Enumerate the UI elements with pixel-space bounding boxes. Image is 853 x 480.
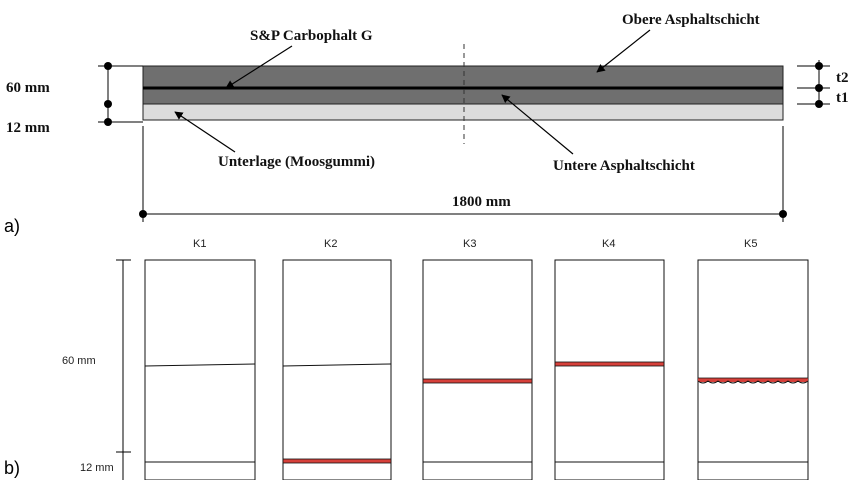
lower-layer-label: Untere Asphaltschicht [553, 158, 695, 174]
panel-b-dimension [116, 259, 131, 480]
column-k4-label: K4 [602, 238, 615, 250]
k2-reinforcement-band [282, 458, 392, 464]
panel-b-letter: b) [4, 458, 20, 478]
panel-b: b) 60 mm 12 mm K1 K2 K3 [4, 238, 809, 480]
column-k2-label: K2 [324, 238, 337, 250]
dim-60-label: 60 mm [62, 355, 96, 367]
column-k5: K5 [697, 238, 809, 480]
thickness-total-label: 60 mm [6, 80, 50, 96]
underlay-layer [142, 103, 784, 121]
k2-interface-line [282, 363, 392, 367]
upper-layer-label: Obere Asphaltschicht [622, 12, 760, 28]
right-dimension [797, 60, 830, 108]
panel-a: a) 60 mm 12 mm t2 t1 [4, 12, 849, 236]
upper-layer-arrow [596, 29, 651, 73]
column-k5-label: K5 [744, 238, 757, 250]
k3-reinforcement-band [422, 378, 533, 384]
dim-12-label: 12 mm [80, 462, 114, 474]
carbophalt-label: S&P Carbophalt G [250, 28, 373, 44]
column-k2: K2 [282, 238, 392, 480]
column-k4: K4 [554, 238, 665, 480]
underlay-label: Unterlage (Moosgummi) [218, 154, 375, 170]
length-label: 1800 mm [452, 194, 511, 210]
k5-wavy-interface [697, 380, 809, 384]
length-dimension [139, 126, 787, 222]
panel-a-letter: a) [4, 216, 20, 236]
t2-label: t2 [836, 70, 849, 86]
t1-label: t1 [836, 90, 849, 106]
k5-reinforcement-band [698, 378, 808, 382]
carbophalt-arrow [225, 45, 293, 89]
underlay-arrow [174, 111, 236, 153]
column-k1: K1 [144, 238, 256, 480]
column-k3: K3 [422, 238, 533, 480]
thickness-base-label: 12 mm [6, 120, 50, 136]
upper-asphalt-layer [142, 65, 784, 105]
left-dimension [98, 62, 143, 126]
k4-reinforcement-band [554, 361, 665, 367]
column-k1-label: K1 [193, 238, 206, 250]
lower-layer-arrow [501, 94, 574, 155]
column-k3-label: K3 [463, 238, 476, 250]
k1-interface-line [144, 363, 256, 367]
